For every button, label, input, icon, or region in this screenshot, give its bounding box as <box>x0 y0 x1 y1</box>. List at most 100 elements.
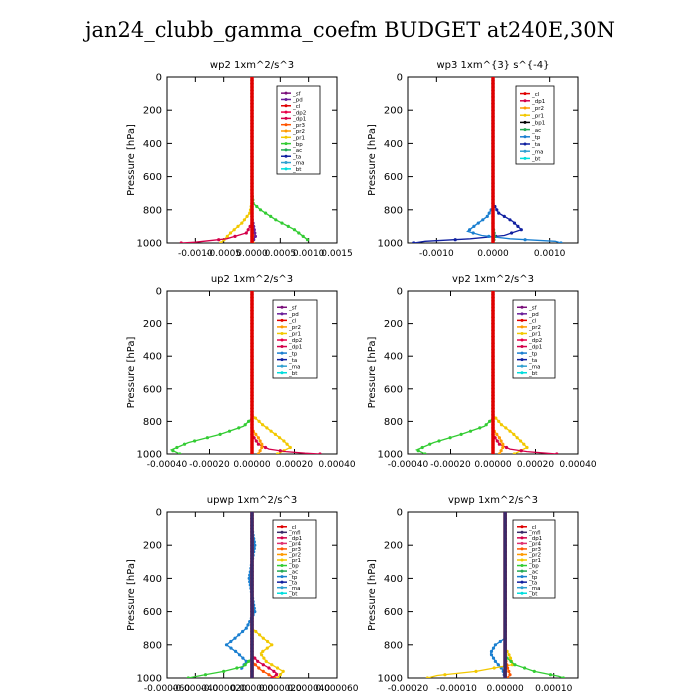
y-axis-label: Pressure [hPa] <box>126 559 137 631</box>
y-tick-label: 400 <box>143 352 162 363</box>
chart-panel-1: wp2 1xm^2/s^3 Pressure [hPa] 0 200 400 600 800… <box>126 60 353 259</box>
data-point <box>237 633 241 637</box>
data-point <box>265 426 269 430</box>
data-point <box>250 315 254 319</box>
x-tick-label: 0.000000 <box>231 684 274 694</box>
data-point <box>260 442 264 446</box>
data-point <box>503 537 507 541</box>
data-point <box>501 445 505 450</box>
data-point <box>491 315 495 319</box>
data-point <box>488 419 492 423</box>
data-point <box>503 550 507 554</box>
data-point <box>250 439 254 443</box>
legend-marker <box>280 338 284 342</box>
legend-marker <box>520 312 524 316</box>
legend-label: _ac <box>528 569 538 575</box>
data-point <box>425 676 429 678</box>
legend-label: _pr1 <box>288 558 301 564</box>
data-point <box>229 646 233 650</box>
legend-marker <box>523 142 527 146</box>
data-point <box>250 141 254 145</box>
data-point <box>491 302 495 306</box>
data-point <box>250 188 254 192</box>
legend-label: _ma <box>528 586 540 592</box>
y-tick-label: 0 <box>397 73 403 84</box>
x-tick-label: 0.000060 <box>316 684 359 694</box>
legend-label: _dp1 <box>528 345 542 351</box>
y-tick-label: 1000 <box>378 674 403 685</box>
legend-label: _dp2 <box>288 338 302 344</box>
data-point <box>497 452 501 454</box>
x-tick-label: 0.0010 <box>293 249 325 259</box>
data-point <box>256 659 260 664</box>
data-point <box>555 452 559 454</box>
data-point <box>491 141 495 145</box>
legend-label: _ma <box>288 586 300 592</box>
data-point <box>274 218 278 222</box>
data-point <box>261 669 265 674</box>
legend-label: _pr2 <box>288 325 301 331</box>
data-point <box>250 596 254 600</box>
data-point <box>243 663 247 667</box>
data-point <box>485 214 489 218</box>
legend-label: _pd <box>288 312 299 318</box>
data-point <box>509 659 513 664</box>
legend-label: _cl <box>288 319 297 325</box>
y-tick-label: 0 <box>156 287 162 298</box>
legend-marker <box>523 106 527 110</box>
legend-label: _pr1 <box>528 558 541 564</box>
legend-label: _pr2 <box>528 325 541 331</box>
data-point <box>250 302 254 306</box>
data-point <box>244 231 248 235</box>
data-point <box>179 241 183 243</box>
data-point <box>491 380 495 384</box>
data-point <box>232 228 236 232</box>
data-point <box>491 234 495 238</box>
data-point <box>266 639 270 644</box>
legend-marker <box>520 586 524 590</box>
data-point <box>497 442 501 446</box>
data-point <box>502 214 506 218</box>
data-point <box>256 442 260 446</box>
data-point <box>508 218 512 222</box>
legend-marker <box>523 113 527 117</box>
data-point <box>261 649 265 654</box>
data-point <box>499 439 503 443</box>
data-point <box>250 583 254 587</box>
legend-label: _bp <box>528 564 539 570</box>
legend-marker <box>520 569 524 573</box>
data-point <box>250 643 254 647</box>
legend-marker <box>523 156 527 160</box>
data-point <box>503 556 507 561</box>
legend-label: _bt <box>288 591 298 597</box>
data-point <box>503 512 507 514</box>
data-point <box>247 419 251 423</box>
data-point <box>250 102 254 106</box>
legend-label: _bt <box>528 591 538 597</box>
legend-marker <box>280 564 284 568</box>
data-point <box>245 214 249 218</box>
data-point <box>253 234 257 238</box>
legend-label: _tp <box>531 135 541 141</box>
legend-label: _cl <box>528 319 537 325</box>
data-point <box>273 432 277 436</box>
data-point <box>254 432 258 436</box>
legend-marker <box>284 97 288 101</box>
data-point <box>503 590 507 594</box>
chart-panel-6: vpwp 1xm^2/s^3 Pressure [hPa] 0 200 400 600 80… <box>367 495 579 694</box>
legend-marker <box>520 325 524 329</box>
data-point <box>225 234 229 238</box>
y-tick-label: 200 <box>384 319 403 330</box>
legend-marker <box>523 99 527 103</box>
series-line-ta <box>413 77 523 243</box>
x-tick-label: 0.000040 <box>287 684 330 694</box>
legend-marker <box>520 338 524 342</box>
y-tick-label: 1000 <box>137 450 162 461</box>
data-point <box>258 439 262 443</box>
data-point <box>244 626 248 630</box>
data-point <box>519 439 523 443</box>
data-point <box>481 218 485 222</box>
legend-label: _pr1 <box>531 113 544 119</box>
data-point <box>235 666 239 670</box>
y-axis-label: Pressure [hPa] <box>367 124 378 196</box>
